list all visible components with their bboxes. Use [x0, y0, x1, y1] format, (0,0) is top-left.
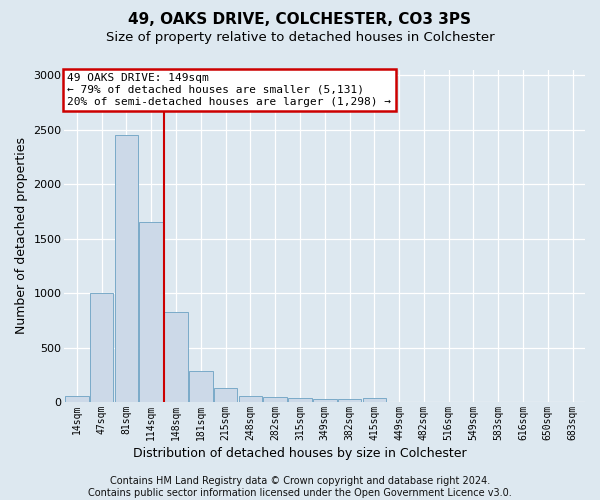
Text: 49 OAKS DRIVE: 149sqm
← 79% of detached houses are smaller (5,131)
20% of semi-d: 49 OAKS DRIVE: 149sqm ← 79% of detached … — [67, 74, 391, 106]
Bar — [362, 398, 386, 402]
Bar — [338, 400, 361, 402]
Bar — [90, 293, 113, 402]
Bar — [288, 398, 312, 402]
Y-axis label: Number of detached properties: Number of detached properties — [15, 138, 28, 334]
Text: 49, OAKS DRIVE, COLCHESTER, CO3 3PS: 49, OAKS DRIVE, COLCHESTER, CO3 3PS — [128, 12, 472, 28]
Bar — [139, 222, 163, 402]
Bar — [164, 312, 188, 402]
Bar — [239, 396, 262, 402]
Text: Contains public sector information licensed under the Open Government Licence v3: Contains public sector information licen… — [88, 488, 512, 498]
Bar — [65, 396, 89, 402]
Text: Size of property relative to detached houses in Colchester: Size of property relative to detached ho… — [106, 31, 494, 44]
Bar — [214, 388, 238, 402]
Bar — [313, 400, 337, 402]
Bar — [115, 136, 138, 402]
Bar — [263, 396, 287, 402]
Bar — [189, 372, 212, 402]
Text: Distribution of detached houses by size in Colchester: Distribution of detached houses by size … — [133, 448, 467, 460]
Text: Contains HM Land Registry data © Crown copyright and database right 2024.: Contains HM Land Registry data © Crown c… — [110, 476, 490, 486]
